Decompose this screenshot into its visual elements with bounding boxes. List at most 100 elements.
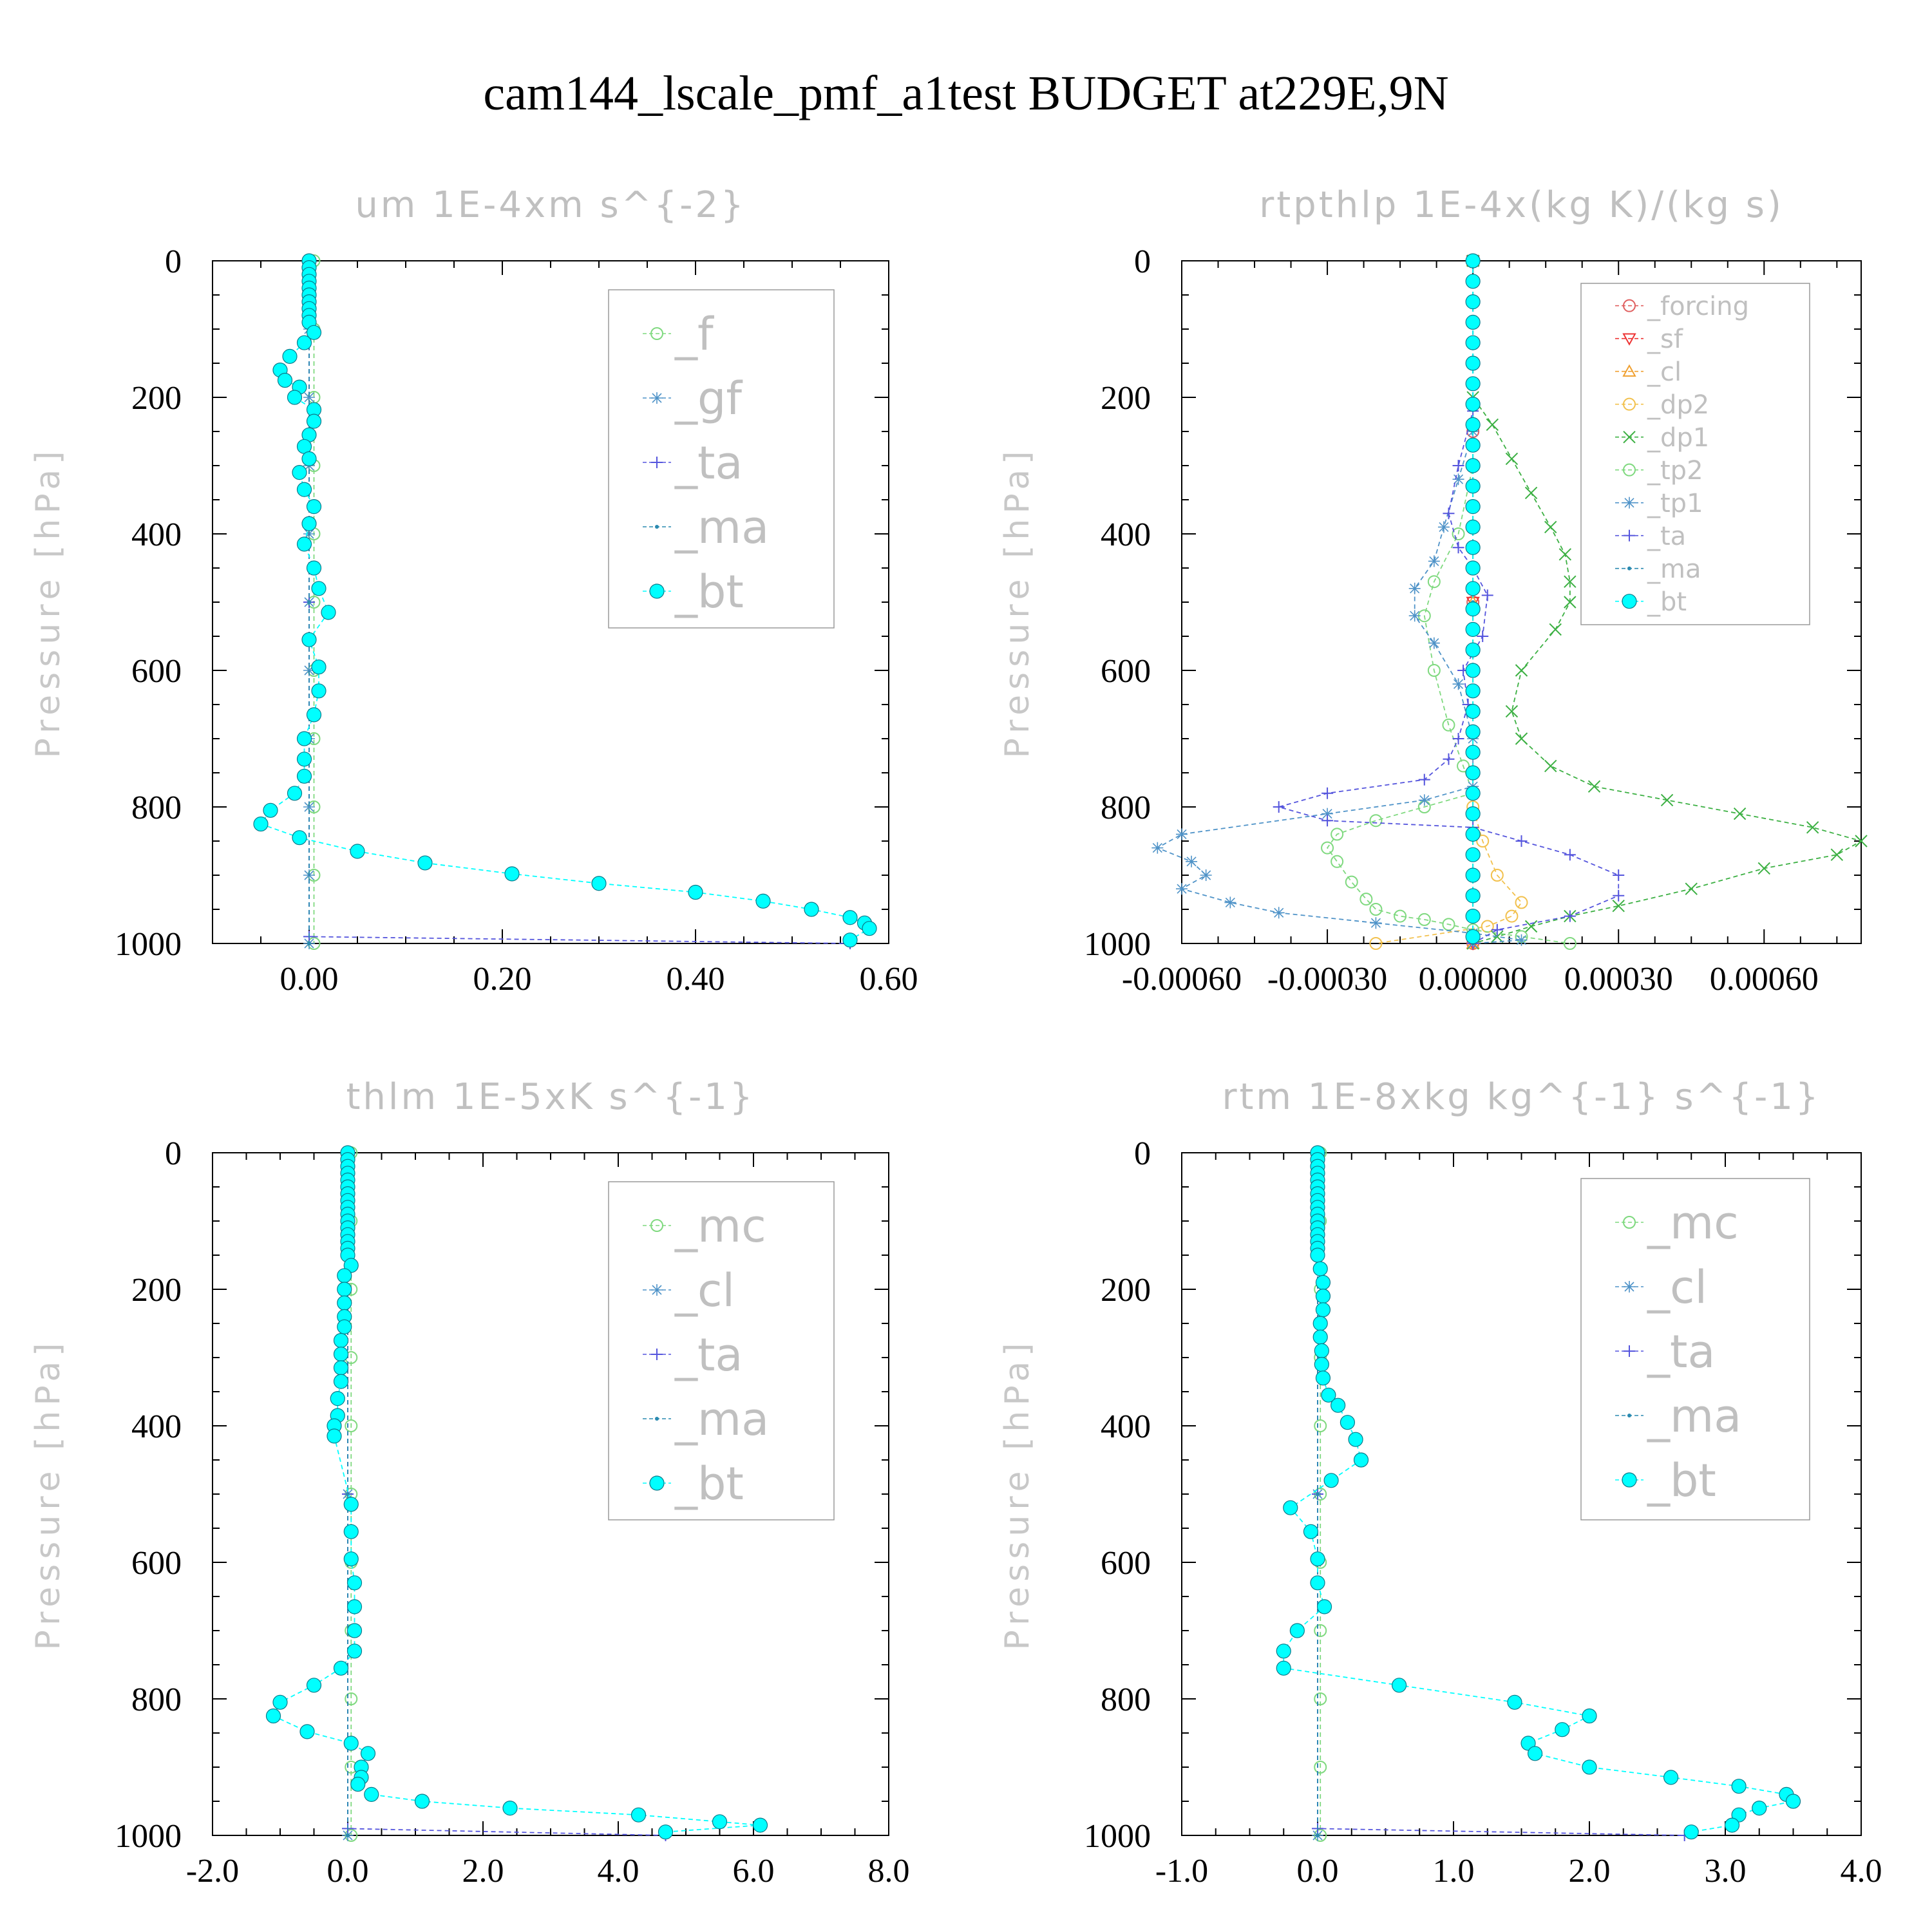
chart-panel-3: -2.0 0.0 2.0 4.0 6.0 8.0 0 200 400 600 800 1000 thlm…: [29, 1076, 910, 1889]
data-point: [1176, 883, 1188, 895]
data-point: [1486, 418, 1499, 431]
legend-label: _forcing: [1647, 292, 1749, 321]
y-axis-label: Pressure [hPa]: [29, 446, 68, 759]
y-tick-label: 1000: [1084, 1818, 1151, 1855]
data-point: [1555, 1722, 1570, 1738]
data-point: [712, 1814, 728, 1830]
data-point: [1481, 589, 1493, 601]
series-bt: [253, 253, 877, 948]
data-point: [1428, 555, 1440, 567]
data-point: [1315, 1274, 1331, 1291]
data-point: [272, 1694, 288, 1710]
series-line: [1276, 261, 1620, 944]
y-tick-label: 1000: [1084, 926, 1151, 963]
data-point: [1315, 1288, 1331, 1304]
x-tick-label: 1.0: [1433, 1853, 1475, 1889]
data-point: [1418, 794, 1430, 806]
data-point: [1515, 835, 1528, 847]
data-point: [306, 707, 322, 723]
x-tick-label: 0.0: [1297, 1853, 1339, 1889]
data-point: [306, 1678, 322, 1693]
data-point: [1757, 862, 1770, 875]
data-point: [1443, 753, 1455, 765]
data-point: [333, 1374, 349, 1389]
x-tick-label: 2.0: [462, 1853, 504, 1889]
data-point: [1515, 896, 1528, 909]
data-point: [1186, 855, 1198, 867]
panel-title: um 1E-4xm s^{-2}: [355, 184, 746, 226]
data-point: [1465, 765, 1481, 781]
x-tick-label: 0.20: [473, 961, 532, 998]
data-point: [1151, 842, 1164, 854]
data-point: [1465, 437, 1481, 453]
data-point: [1316, 1492, 1320, 1496]
data-point: [1785, 1794, 1801, 1809]
data-point: [1321, 808, 1334, 820]
data-point: [1663, 1770, 1679, 1785]
legend: _mc _cl _ta _ma _bt: [1580, 1178, 1810, 1520]
data-point: [862, 921, 877, 936]
data-point: [1370, 917, 1382, 929]
chart-panel-4: -1.0 0.0 1.0 2.0 3.0 4.0 0 200 400 600 800 1000 rtm …: [998, 1076, 1882, 1889]
data-point: [1314, 1357, 1329, 1372]
legend-marker: [1627, 1414, 1631, 1417]
panel-title: rtpthlp 1E-4x(kg K)/(kg s): [1259, 184, 1784, 226]
data-point: [1314, 1761, 1327, 1774]
legend-marker: [1623, 397, 1636, 411]
data-point: [1544, 759, 1557, 773]
x-tick-label: 0.40: [667, 961, 725, 998]
y-tick-label: 400: [1101, 516, 1151, 553]
data-point: [1465, 929, 1481, 945]
data-point: [1437, 521, 1450, 533]
data-point: [1314, 1419, 1327, 1432]
series-ta: [1273, 255, 1625, 949]
data-point: [1731, 1779, 1747, 1794]
legend-box: [608, 1181, 835, 1520]
legend-label: _ta: [674, 1329, 743, 1381]
data-point: [1465, 294, 1481, 310]
legend-label: _ta: [674, 437, 743, 489]
x-tick-label: 8.0: [868, 1853, 910, 1889]
data-point: [1200, 869, 1212, 881]
legend-label: _mc: [674, 1200, 766, 1253]
data-point: [1303, 1524, 1319, 1539]
data-point: [1312, 1316, 1328, 1331]
data-point: [345, 1692, 358, 1705]
data-point: [1443, 507, 1455, 520]
data-point: [1505, 705, 1519, 718]
y-axis-label: Pressure [hPa]: [29, 1338, 68, 1651]
x-tick-label: 4.0: [598, 1853, 639, 1889]
legend-label: _ma: [1647, 554, 1701, 584]
data-point: [333, 1332, 349, 1349]
data-point: [1477, 630, 1489, 642]
series-ma: [307, 259, 311, 945]
data-point: [1276, 1660, 1291, 1676]
data-point: [253, 816, 269, 832]
data-point: [1685, 882, 1698, 895]
data-point: [350, 1776, 366, 1792]
legend-marker: [1624, 1281, 1635, 1293]
data-point: [350, 844, 365, 859]
data-point: [1855, 835, 1868, 848]
data-point: [1582, 1759, 1597, 1775]
series-tp2: [1321, 254, 1577, 950]
data-point: [296, 536, 312, 552]
data-point: [1465, 376, 1481, 392]
data-point: [1321, 787, 1334, 799]
data-point: [1316, 1599, 1332, 1615]
data-point: [1176, 828, 1188, 840]
data-point: [346, 1833, 350, 1837]
data-point: [1587, 780, 1601, 793]
legend-marker: [1623, 299, 1636, 312]
y-tick-label: 600: [131, 1545, 182, 1582]
figure-title: cam144_lscale_pmf_a1test BUDGET at229E,9…: [483, 66, 1448, 120]
data-point: [1369, 937, 1383, 950]
data-point: [1465, 396, 1481, 412]
data-point: [1582, 1708, 1597, 1724]
legend-marker: [1623, 1216, 1636, 1229]
data-point: [299, 1724, 315, 1739]
data-point: [1660, 793, 1674, 807]
data-point: [1224, 896, 1236, 909]
data-point: [1683, 1824, 1699, 1840]
